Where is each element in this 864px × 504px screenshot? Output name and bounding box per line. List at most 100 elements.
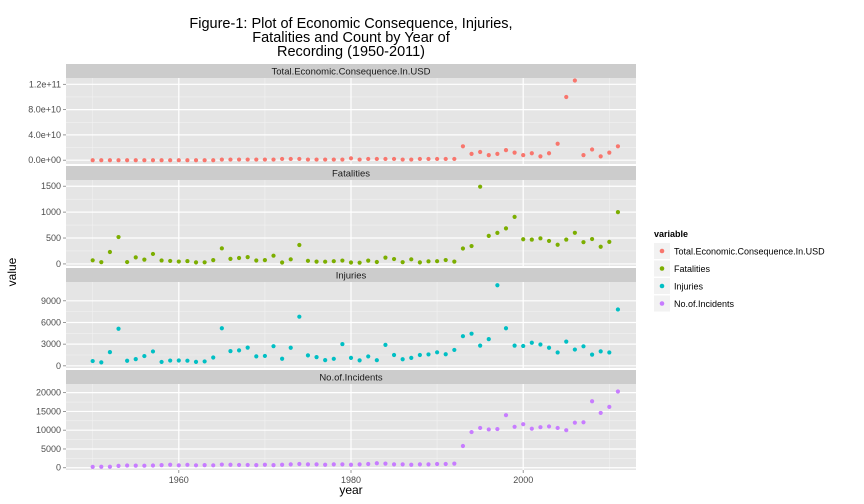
data-point <box>598 349 603 354</box>
data-point <box>288 156 293 162</box>
data-point <box>443 352 448 357</box>
data-point <box>383 255 388 260</box>
data-point <box>486 427 491 432</box>
y-tick-label: 5000 <box>41 444 61 454</box>
y-tick-label: 1500 <box>41 181 61 191</box>
data-point <box>107 350 113 355</box>
data-point <box>503 326 509 331</box>
data-point <box>391 462 397 467</box>
data-point <box>598 154 603 159</box>
data-point <box>185 258 190 264</box>
data-point <box>357 157 362 162</box>
data-point <box>615 389 621 394</box>
data-point <box>383 156 388 162</box>
data-point <box>452 461 457 466</box>
data-point <box>99 158 104 163</box>
data-point <box>366 258 371 263</box>
data-point <box>150 158 156 163</box>
data-point <box>331 157 336 162</box>
data-point <box>443 461 448 467</box>
data-point <box>331 462 336 467</box>
data-point <box>521 422 526 427</box>
data-point <box>546 238 552 244</box>
data-point <box>460 443 466 449</box>
data-point <box>478 343 483 348</box>
data-point <box>357 358 362 363</box>
facet-strip-label: No.of.Incidents <box>319 373 383 384</box>
data-point <box>417 462 422 467</box>
data-point <box>142 158 147 163</box>
data-point <box>529 237 534 242</box>
data-point <box>99 260 104 265</box>
facet-strip <box>66 166 636 180</box>
data-point <box>555 141 560 146</box>
data-point <box>348 260 354 265</box>
data-point <box>262 353 267 359</box>
data-point <box>133 463 138 468</box>
facet-strip-label: Total.Economic.Consequence.In.USD <box>272 67 431 78</box>
data-point <box>99 464 104 469</box>
data-point <box>546 151 552 156</box>
data-point <box>90 464 95 470</box>
data-point <box>435 461 440 467</box>
data-point <box>228 157 233 162</box>
data-point <box>176 158 181 163</box>
data-point <box>323 259 328 264</box>
data-point <box>116 326 121 331</box>
data-point <box>366 354 371 359</box>
data-point <box>280 260 285 265</box>
data-point <box>374 156 379 162</box>
data-point <box>400 462 405 467</box>
data-point <box>572 420 577 425</box>
data-point <box>538 342 543 347</box>
data-point <box>581 153 586 158</box>
data-point <box>150 349 156 354</box>
data-point <box>589 236 595 242</box>
y-tick-label: 6000 <box>41 317 61 327</box>
data-point <box>615 307 621 312</box>
data-point <box>538 236 543 241</box>
data-point <box>598 244 603 249</box>
facet-strip-label: Fatalities <box>332 169 370 180</box>
data-point <box>262 462 267 467</box>
data-point <box>340 157 345 162</box>
legend-marker <box>659 283 665 289</box>
data-point <box>529 151 534 156</box>
data-point <box>409 355 414 360</box>
data-point <box>512 214 517 219</box>
data-point <box>478 425 483 431</box>
data-point <box>245 462 250 468</box>
data-point <box>219 462 224 467</box>
data-point <box>435 156 440 162</box>
data-point <box>245 157 250 162</box>
data-point <box>125 463 130 468</box>
data-point <box>426 352 431 357</box>
data-point <box>417 352 422 358</box>
data-point <box>271 463 276 468</box>
y-tick-label: 0 <box>56 361 61 371</box>
data-point <box>409 462 414 467</box>
data-point <box>176 358 181 363</box>
data-point <box>426 156 431 162</box>
data-point <box>142 353 147 359</box>
data-point <box>176 463 181 468</box>
data-point <box>581 240 586 245</box>
data-point <box>607 150 612 155</box>
data-point <box>236 255 242 261</box>
data-point <box>564 237 569 242</box>
data-point <box>469 243 474 249</box>
data-point <box>521 237 526 242</box>
data-point <box>297 156 302 162</box>
data-point <box>271 157 276 162</box>
data-point <box>297 242 302 248</box>
data-point <box>305 462 311 467</box>
data-point <box>107 158 113 163</box>
x-tick-label: 1980 <box>341 475 361 485</box>
data-point <box>228 349 233 354</box>
data-point <box>280 462 285 467</box>
legend-label: Fatalities <box>674 264 711 274</box>
data-point <box>159 158 164 163</box>
data-point <box>383 461 388 466</box>
data-point <box>572 230 577 235</box>
